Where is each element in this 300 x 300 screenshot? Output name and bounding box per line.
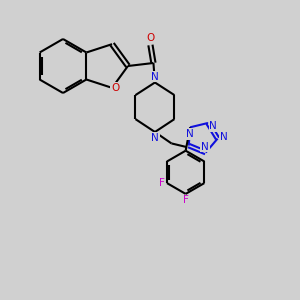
Text: O: O bbox=[146, 33, 154, 43]
Text: N: N bbox=[209, 121, 217, 131]
Text: F: F bbox=[183, 196, 189, 206]
Text: N: N bbox=[220, 132, 228, 142]
Text: N: N bbox=[151, 71, 159, 82]
Text: F: F bbox=[159, 178, 164, 188]
Text: N: N bbox=[186, 129, 194, 139]
Text: N: N bbox=[151, 133, 159, 143]
Text: O: O bbox=[111, 83, 119, 93]
Text: N: N bbox=[201, 142, 209, 152]
